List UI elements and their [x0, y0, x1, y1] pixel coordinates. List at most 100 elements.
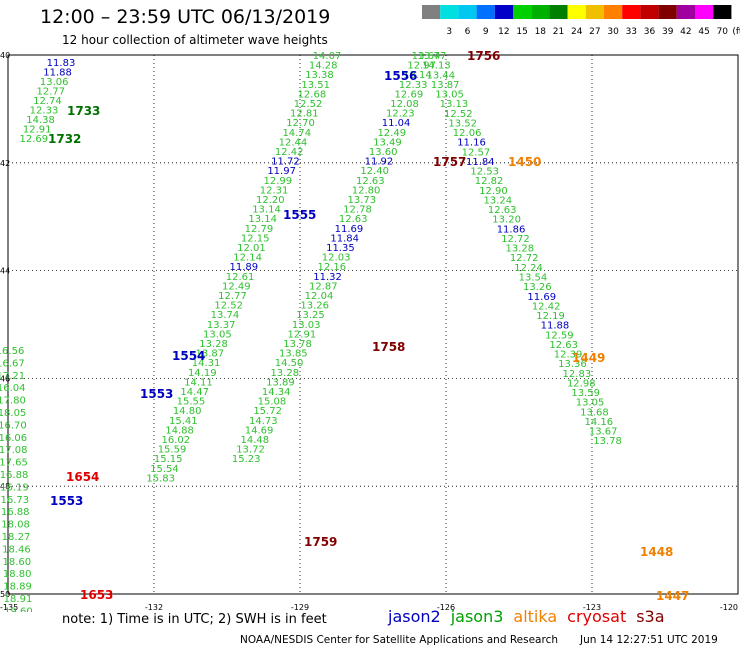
wave-height-value: 12.72: [510, 253, 539, 264]
wave-height-value: 11.72: [271, 157, 300, 168]
wave-height-value: 13.59: [571, 388, 600, 399]
wave-height-value: 15.41: [169, 416, 198, 427]
wave-height-value: 12.81: [290, 109, 319, 120]
wave-height-value: 12.99: [264, 176, 293, 187]
credit-line: NOAA/NESDIS Center for Satellite Applica…: [240, 634, 558, 646]
wave-height-value: 14.74: [282, 128, 311, 139]
orbit-pass-label: 1556: [384, 69, 417, 83]
lat-tick-label: 40: [0, 51, 10, 60]
wave-height-value: 16.04: [0, 383, 26, 394]
wave-height-value: 12.90: [479, 186, 508, 197]
wave-height-value: 12.98: [567, 378, 596, 389]
satellite-track: 13.6412.9713.1412.3312.6912.0812.2311.04…: [232, 51, 440, 465]
wave-height-value: 14.28: [309, 61, 338, 72]
legend-swatch: [549, 5, 568, 19]
legend-label: 24: [571, 27, 583, 37]
wave-height-value: 12.40: [360, 166, 389, 177]
wave-height-value: 11.88: [43, 68, 72, 79]
wave-height-value: 13.25: [296, 310, 325, 321]
wave-height-value: 12.49: [377, 128, 406, 139]
wave-height-value: 12.04: [305, 291, 334, 302]
wave-height-value: 12.79: [245, 224, 274, 235]
wave-height-value: 13.51: [301, 80, 330, 91]
wave-height-value: 13.14: [252, 205, 281, 216]
wave-height-value: 13.87: [195, 349, 224, 360]
wave-height-value: 14.69: [245, 425, 274, 436]
wave-height-value: 14.47: [180, 387, 209, 398]
legend-label: 12: [498, 27, 509, 37]
wave-height-value: 13.52: [448, 118, 477, 129]
lat-tick-label: 44: [0, 267, 10, 276]
wave-height-value: 11.88: [541, 321, 570, 332]
legend-label: 33: [626, 27, 637, 37]
wave-height-value: 13.77: [418, 51, 447, 62]
lon-tick-label: -126: [437, 603, 455, 612]
wave-height-value: 15.08: [258, 397, 287, 408]
wave-height-value: 16.70: [0, 420, 27, 431]
wave-height-value: 12.91: [288, 329, 317, 340]
wave-height-map: 40 42 44 46 48 50 -135 -132 -129 -126 -123 -120 11.8…: [0, 49, 739, 612]
wave-height-value: 13.28: [270, 368, 299, 379]
mission-label: cryosat: [567, 607, 627, 626]
wave-height-value: 12.39: [554, 350, 583, 361]
wave-height-value: 12.24: [514, 263, 543, 274]
legend-swatch: [476, 5, 495, 19]
legend-swatch: [567, 5, 586, 19]
lon-tick-label: -123: [583, 603, 601, 612]
orbit-pass-label: 1553: [140, 387, 173, 401]
wave-height-value: 12.52: [294, 99, 323, 110]
wave-height-value: 13.06: [40, 77, 69, 88]
wave-height-value: 12.23: [386, 109, 415, 120]
orbit-pass-label: 1756: [467, 49, 500, 63]
legend-label: 27: [589, 27, 600, 37]
legend-swatch: [604, 5, 623, 19]
wave-height-value: 14.88: [165, 425, 194, 436]
wave-height-value: 11.84: [330, 233, 359, 244]
wave-height-value: 13.68: [580, 407, 609, 418]
lon-tick-label: -120: [720, 603, 738, 612]
orbit-pass-label: 1759: [304, 535, 337, 549]
wave-height-value: 13.38: [305, 70, 334, 81]
wave-height-value: 12.03: [322, 253, 351, 264]
wave-height-value: 12.33: [399, 80, 428, 91]
wave-height-value: 13.36: [558, 359, 587, 370]
legend-label: 9: [483, 27, 489, 37]
wave-height-value: 12.77: [36, 87, 65, 98]
wave-height-value: 11.16: [457, 138, 486, 149]
wave-height-value: 13.89: [266, 377, 295, 388]
wave-height-value: 14.13: [422, 61, 451, 72]
wave-height-value: 13.28: [505, 244, 534, 255]
legend-unit: (ft): [732, 27, 740, 37]
wave-height-value: 14.80: [173, 406, 202, 417]
wave-height-value: 12.69: [19, 134, 48, 145]
map-frame: [7, 54, 739, 595]
wave-height-value: 18.80: [3, 569, 32, 580]
wave-height-value: 13.67: [589, 427, 618, 438]
wave-height-value: 15.23: [232, 454, 261, 465]
wave-height-value: 12.20: [256, 195, 285, 206]
wave-height-value: 17.08: [0, 445, 28, 456]
wave-height-value: 13.20: [492, 215, 521, 226]
legend-swatch: [695, 5, 714, 19]
wave-height-value: 15.55: [177, 397, 206, 408]
wave-height-value: 12.01: [237, 243, 266, 254]
orbit-pass-label: 1447: [656, 589, 689, 603]
wave-height-value: 12.19: [536, 311, 565, 322]
wave-height-value: 11.04: [382, 118, 411, 129]
wave-height-value: 12.91: [23, 125, 52, 136]
legend-swatch: [440, 5, 459, 19]
wave-height-value: 14.38: [26, 115, 55, 126]
wave-height-value: 12.68: [298, 89, 327, 100]
lat-tick-label: 48: [0, 482, 10, 491]
wave-height-value: 11.84: [466, 157, 495, 168]
satellite-track: 14.0714.2813.3813.5112.6812.5212.8112.70…: [146, 51, 341, 484]
wave-height-value: 16.73: [0, 495, 29, 506]
legend-label: 70: [717, 27, 729, 37]
wave-height-value: 12.06: [453, 128, 482, 139]
wave-height-value: 12.63: [356, 176, 385, 187]
legend-label: 6: [465, 27, 471, 37]
wave-height-value: 12.15: [241, 233, 270, 244]
orbit-pass-label: 1450: [508, 155, 541, 169]
orbit-pass-label: 1757: [433, 155, 466, 169]
